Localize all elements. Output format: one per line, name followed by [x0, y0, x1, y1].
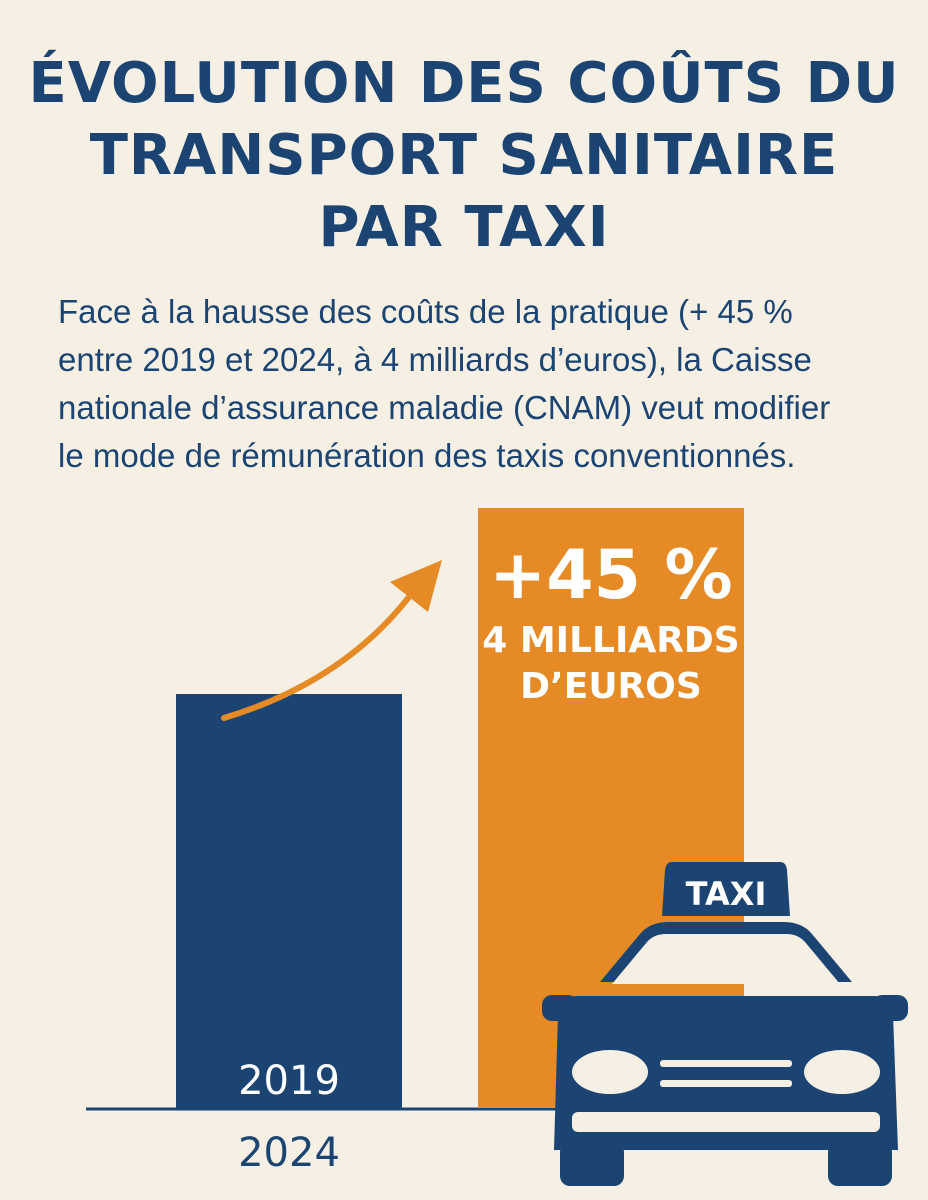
tick-label-2019: 2019	[238, 1058, 340, 1104]
subtitle-line-2: entre 2019 et 2024, à 4 milliards d’euro…	[58, 341, 812, 378]
value-data-label-line-1: 4 MILLIARDS	[482, 620, 739, 661]
subtitle-line-4: le mode de rémunération des taxis conven…	[58, 437, 796, 474]
page-title: ÉVOLUTION DES COÛTS DU TRANSPORT SANITAI…	[0, 48, 928, 264]
title-line-3: PAR TAXI	[318, 195, 610, 260]
title-line-1: ÉVOLUTION DES COÛTS DU	[28, 51, 900, 116]
taxi-car-icon: TAXI	[542, 862, 908, 1186]
title-line-2: TRANSPORT SANITAIRE	[89, 123, 839, 188]
taxi-sign-text: TAXI	[686, 875, 767, 913]
subtitle-line-3: nationale d’assurance maladie (CNAM) veu…	[58, 389, 831, 426]
change-data-label: +45 %	[489, 536, 732, 615]
subtitle: Face à la hausse des coûts de la pratiqu…	[58, 288, 908, 480]
trend-arrow-icon	[221, 560, 442, 721]
bar-2019	[176, 694, 402, 1108]
value-data-label-line-2: D’EUROS	[520, 666, 702, 707]
subtitle-line-1: Face à la hausse des coûts de la pratiqu…	[58, 293, 793, 330]
tick-label-2024: 2024	[238, 1130, 340, 1176]
